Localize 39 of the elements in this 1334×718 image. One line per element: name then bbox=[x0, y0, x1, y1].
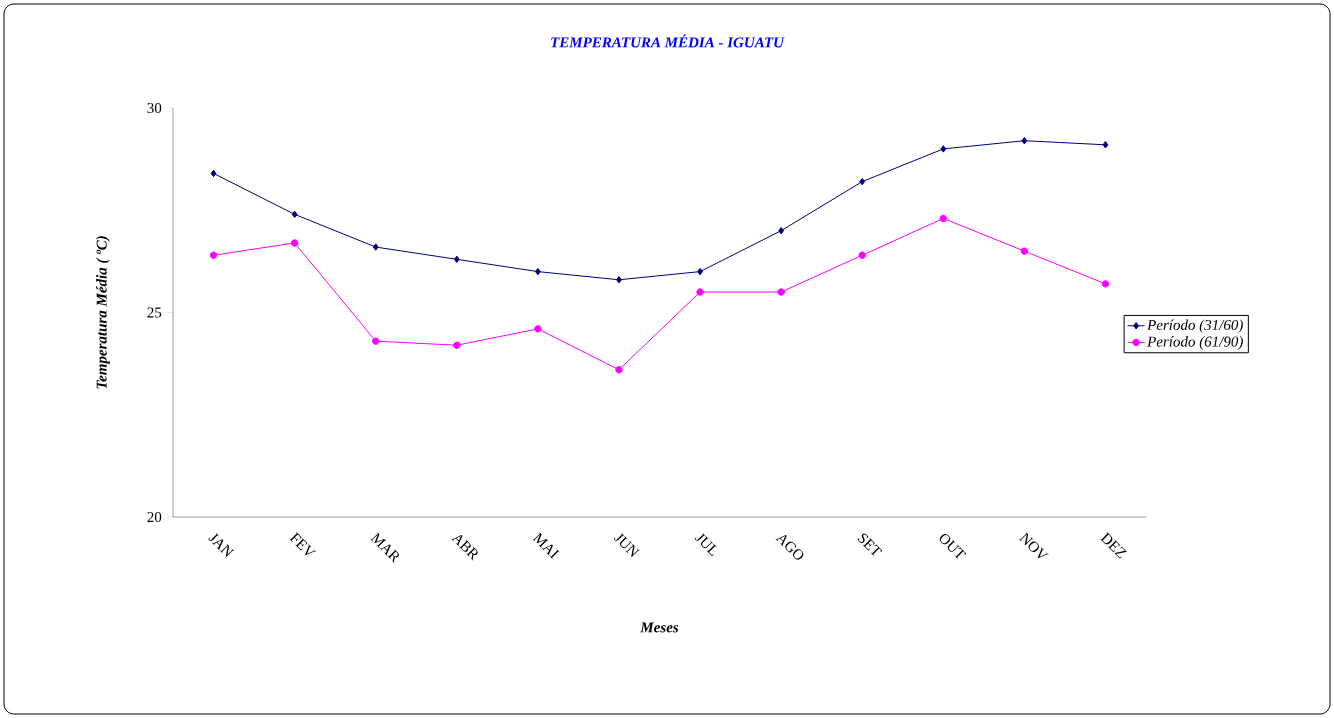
point bbox=[615, 366, 623, 374]
y-tick-label: 25 bbox=[147, 307, 162, 318]
point bbox=[1102, 141, 1109, 149]
x-tick-label: FEV bbox=[289, 532, 316, 556]
point bbox=[696, 288, 704, 296]
legend-label: Período (31/60) bbox=[1147, 319, 1243, 334]
x-tick-label: JUL bbox=[694, 532, 717, 557]
chart-title: TEMPERATURA MÉDIA - IGUATU bbox=[551, 34, 785, 48]
point bbox=[777, 288, 785, 296]
y-tick-label: 20 bbox=[147, 511, 162, 523]
point bbox=[1021, 137, 1028, 145]
point bbox=[1020, 247, 1029, 255]
x-tick-label: AGO bbox=[775, 535, 804, 560]
point bbox=[940, 145, 947, 153]
y-tick-label: 30 bbox=[147, 102, 162, 114]
point bbox=[534, 325, 542, 333]
x-tick-label: ABR bbox=[451, 535, 478, 561]
point bbox=[534, 267, 541, 276]
x-axis-title: Meses bbox=[640, 622, 679, 633]
point bbox=[209, 251, 218, 259]
point bbox=[858, 251, 866, 259]
point bbox=[1101, 280, 1110, 288]
point bbox=[210, 169, 217, 178]
point bbox=[453, 341, 461, 349]
legend-label: Período (61/90) bbox=[1147, 336, 1243, 350]
point bbox=[616, 276, 622, 284]
point bbox=[290, 239, 299, 247]
point bbox=[778, 227, 785, 235]
x-tick-label: SET bbox=[857, 533, 883, 557]
point bbox=[453, 255, 460, 264]
point bbox=[291, 210, 298, 219]
point bbox=[859, 177, 866, 186]
x-tick-label: JAN bbox=[208, 533, 235, 558]
point bbox=[372, 337, 380, 345]
point bbox=[939, 214, 947, 223]
x-tick-label: JUN bbox=[613, 532, 640, 558]
y-axis-title: Temperatura Média ( ºC) bbox=[96, 236, 110, 389]
x-tick-label: OUT bbox=[939, 533, 967, 559]
point bbox=[372, 243, 379, 251]
